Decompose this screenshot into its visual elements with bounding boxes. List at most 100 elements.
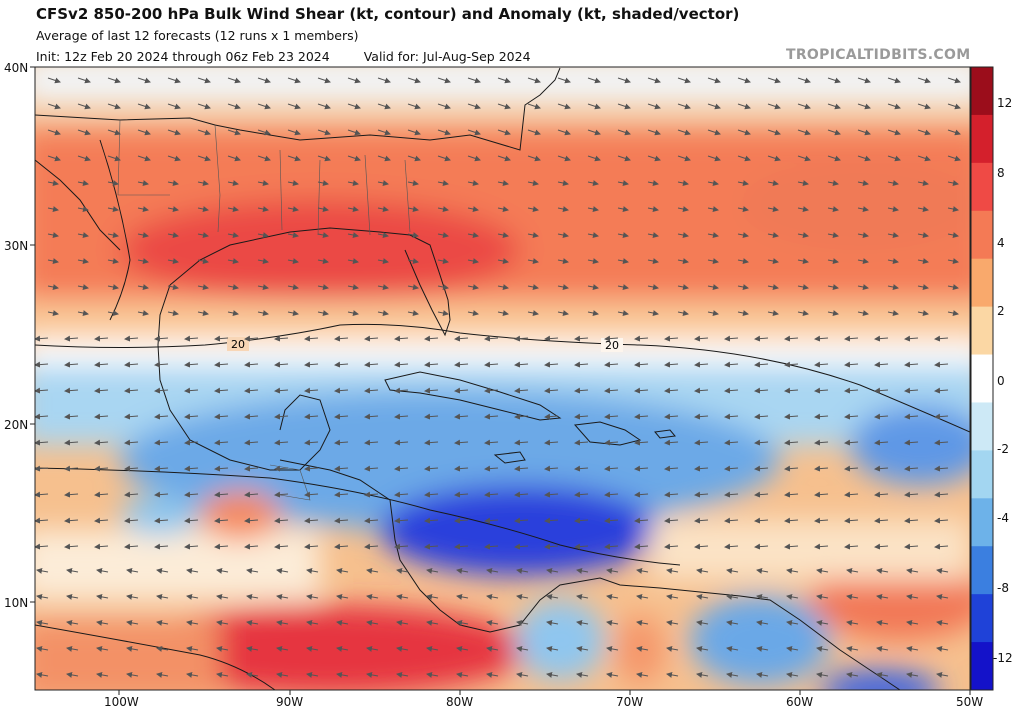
wind-vector bbox=[887, 310, 899, 316]
wind-vector bbox=[677, 180, 689, 186]
wind-vector bbox=[936, 671, 949, 678]
wind-vector bbox=[917, 103, 931, 110]
wind-vector bbox=[64, 361, 79, 368]
wind-vector bbox=[304, 465, 319, 472]
wind-vector bbox=[754, 387, 769, 394]
wind-vector bbox=[857, 284, 869, 290]
wind-vector bbox=[186, 671, 199, 678]
wind-vector bbox=[257, 129, 271, 136]
wind-vector bbox=[137, 206, 149, 212]
wind-vector bbox=[334, 491, 349, 498]
wind-vector bbox=[227, 232, 239, 238]
wind-vector bbox=[304, 543, 319, 550]
lat-label-30n: 30N bbox=[4, 239, 28, 253]
wind-vector bbox=[484, 491, 499, 498]
wind-vector bbox=[137, 258, 149, 264]
wind-vector bbox=[467, 180, 479, 186]
wind-vector bbox=[197, 232, 209, 238]
wind-vector bbox=[214, 491, 229, 498]
wind-vector bbox=[287, 103, 301, 110]
wind-vector bbox=[947, 310, 959, 316]
wind-vector bbox=[274, 439, 289, 446]
wind-vector bbox=[724, 439, 739, 446]
wind-vector bbox=[814, 543, 829, 550]
wind-vector bbox=[394, 543, 409, 550]
wind-vector bbox=[947, 155, 961, 162]
wind-vector bbox=[557, 77, 571, 84]
shear-contours bbox=[35, 139, 970, 690]
wind-vector bbox=[797, 284, 809, 290]
wind-vector bbox=[947, 180, 959, 186]
wind-vector bbox=[276, 671, 289, 678]
wind-vector bbox=[844, 335, 859, 342]
wind-vector bbox=[426, 593, 439, 600]
wind-vector bbox=[394, 361, 409, 368]
lon-ticks bbox=[118, 690, 971, 695]
colorbar-swatch bbox=[971, 306, 993, 356]
wind-vector bbox=[636, 645, 649, 652]
wind-vector bbox=[304, 361, 319, 368]
wind-vector bbox=[497, 232, 509, 238]
wind-vector bbox=[544, 543, 559, 550]
wind-vector bbox=[606, 645, 619, 652]
wind-vector bbox=[947, 232, 959, 238]
wind-vector bbox=[426, 671, 439, 678]
lat-label-10n: 10N bbox=[4, 596, 28, 610]
wind-vector bbox=[724, 387, 739, 394]
wind-vector bbox=[276, 619, 289, 626]
wind-vector bbox=[274, 465, 289, 472]
wind-vector bbox=[377, 310, 389, 316]
wind-vector bbox=[737, 77, 751, 84]
lon-label-80w: 80W bbox=[446, 695, 473, 709]
wind-vector bbox=[244, 361, 259, 368]
wind-vector bbox=[617, 310, 629, 316]
wind-vector bbox=[617, 180, 629, 186]
wind-vector bbox=[904, 413, 919, 420]
lat-ticks bbox=[30, 66, 35, 603]
wind-vector bbox=[814, 335, 829, 342]
wind-vector bbox=[936, 567, 949, 574]
wind-vector bbox=[707, 206, 719, 212]
wind-vector bbox=[276, 567, 289, 574]
wind-vector bbox=[64, 335, 79, 342]
wind-vector bbox=[516, 593, 529, 600]
wind-vector bbox=[394, 387, 409, 394]
wind-vector bbox=[35, 361, 49, 368]
wind-vector bbox=[767, 310, 779, 316]
wind-vector bbox=[707, 129, 721, 136]
wind-vector bbox=[647, 77, 661, 84]
wind-vector bbox=[797, 155, 811, 162]
wind-vector bbox=[544, 491, 559, 498]
colorbar-label-8: 8 bbox=[997, 166, 1005, 180]
wind-vector bbox=[934, 413, 949, 420]
wind-vector bbox=[424, 465, 439, 472]
wind-vector bbox=[874, 491, 889, 498]
wind-vector bbox=[287, 284, 299, 290]
wind-vector bbox=[694, 543, 709, 550]
wind-vector bbox=[634, 387, 649, 394]
wind-vector bbox=[334, 517, 349, 524]
wind-vector bbox=[257, 284, 269, 290]
wind-vector bbox=[666, 567, 679, 574]
wind-vector bbox=[857, 180, 869, 186]
wind-vector bbox=[377, 77, 391, 84]
colorbar-label-neg4: -4 bbox=[997, 511, 1009, 525]
wind-vector bbox=[617, 284, 629, 290]
wind-vector bbox=[214, 543, 229, 550]
wind-vector bbox=[904, 543, 919, 550]
wind-vector bbox=[647, 258, 659, 264]
wind-vector bbox=[35, 491, 49, 498]
wind-vector bbox=[677, 103, 691, 110]
wind-vector bbox=[156, 671, 169, 678]
colorbar-swatch bbox=[971, 354, 993, 403]
wind-vector bbox=[407, 284, 419, 290]
wind-vector bbox=[227, 77, 241, 84]
wind-vector bbox=[604, 439, 619, 446]
wind-vector bbox=[317, 155, 331, 162]
wind-vector bbox=[94, 361, 109, 368]
wind-vector bbox=[726, 593, 739, 600]
wind-vector bbox=[347, 310, 359, 316]
wind-vector bbox=[814, 387, 829, 394]
wind-vector bbox=[426, 645, 439, 652]
wind-vector bbox=[724, 517, 739, 524]
